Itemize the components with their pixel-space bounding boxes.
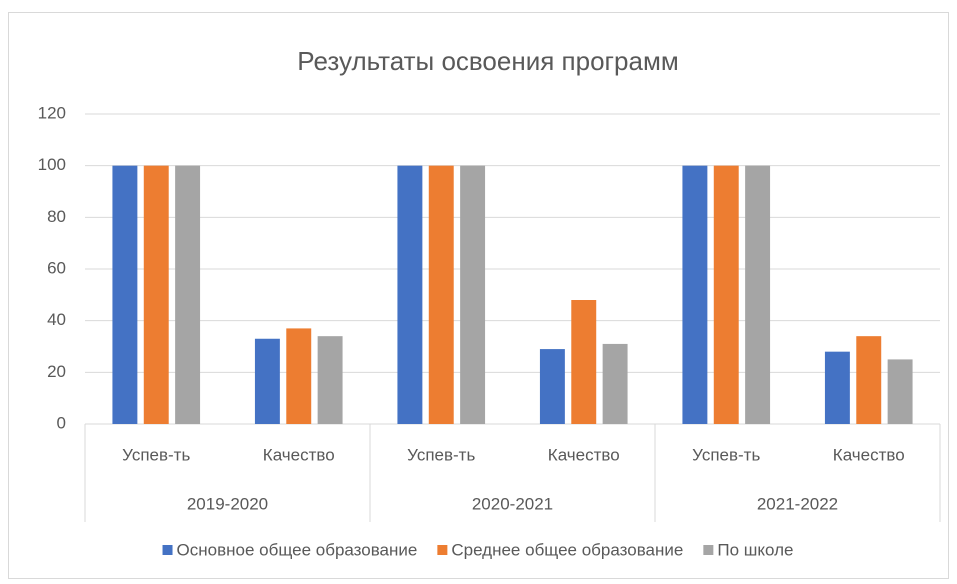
- x-tick-label: Успев-ть: [692, 445, 760, 464]
- x-tick-label: Качество: [548, 445, 620, 464]
- bar: [460, 165, 486, 424]
- y-tick-label: 60: [47, 258, 66, 277]
- bar: [682, 165, 708, 424]
- bar: [602, 343, 628, 424]
- bar: [317, 336, 343, 424]
- bar: [175, 165, 201, 424]
- legend-swatch: [703, 545, 714, 555]
- group-label: 2019-2020: [187, 494, 268, 513]
- x-tick-label: Успев-ть: [407, 445, 475, 464]
- legend-swatch: [437, 545, 448, 555]
- y-tick-label: 20: [47, 362, 66, 381]
- group-label: 2020-2021: [472, 494, 553, 513]
- bar: [824, 351, 850, 424]
- bar: [887, 359, 913, 424]
- bar: [112, 165, 138, 424]
- bar: [713, 165, 739, 424]
- chart-title: Результаты освоения программ: [297, 46, 678, 76]
- legend-label: Среднее общее образование: [451, 540, 683, 559]
- bar: [143, 165, 169, 424]
- y-tick-label: 100: [38, 155, 66, 174]
- y-tick-label: 40: [47, 310, 66, 329]
- y-tick-label: 80: [47, 207, 66, 226]
- bar: [745, 165, 771, 424]
- bar: [428, 165, 454, 424]
- bar: [539, 349, 565, 424]
- y-tick-label: 120: [38, 103, 66, 122]
- bar: [856, 336, 882, 424]
- bar: [254, 338, 280, 424]
- bar: [397, 165, 423, 424]
- x-tick-label: Качество: [263, 445, 335, 464]
- x-tick-label: Качество: [833, 445, 905, 464]
- legend-swatch: [162, 545, 173, 555]
- bar: [571, 300, 597, 424]
- legend-label: По школе: [717, 540, 793, 559]
- y-tick-label: 0: [57, 413, 66, 432]
- bar: [286, 328, 312, 424]
- x-tick-label: Успев-ть: [122, 445, 190, 464]
- group-label: 2021-2022: [757, 494, 838, 513]
- legend-label: Основное общее образование: [177, 540, 418, 559]
